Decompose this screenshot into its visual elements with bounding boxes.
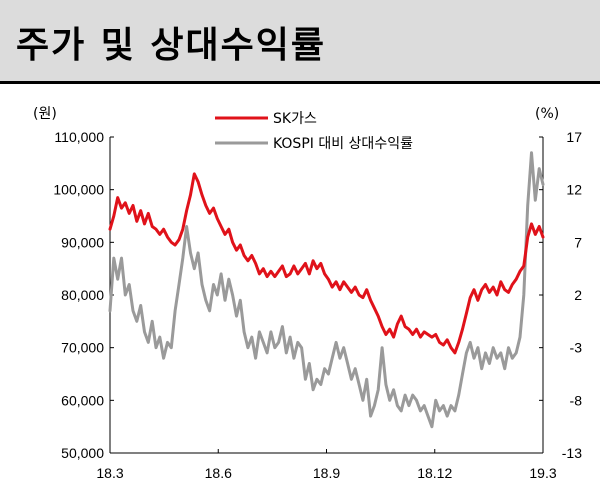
x-axis-tick-label: 18.6 xyxy=(205,465,232,481)
right-axis-tick-label: -13 xyxy=(562,445,582,461)
left-axis-tick-label: 100,000 xyxy=(53,182,104,198)
series-layer xyxy=(108,151,545,429)
axes xyxy=(109,136,544,454)
right-axis-tick-label: 17 xyxy=(566,129,582,145)
tick-labels: 110,000 100,000 90,000 80,000 70,000 60,000 50… xyxy=(53,129,582,481)
left-axis-tick-label: 50,000 xyxy=(61,445,104,461)
left-axis-tick-label: 70,000 xyxy=(61,340,104,356)
legend-label-relative-return: KOSPI 대비 상대수익률 xyxy=(273,136,413,152)
right-axis-tick-label: 7 xyxy=(574,234,582,250)
legend: SK가스 KOSPI 대비 상대수익률 xyxy=(215,111,413,152)
right-axis-tick-label: 2 xyxy=(574,287,582,303)
right-axis-unit: (%) xyxy=(535,106,559,122)
left-axis-unit: (원) xyxy=(33,106,57,122)
left-axis-tick-label: 60,000 xyxy=(61,392,104,408)
series-line-relative-return xyxy=(108,151,545,429)
chart-title: 주가 및 상대수익률 xyxy=(16,25,327,66)
right-axis-tick-label: -8 xyxy=(570,392,583,408)
series-line-sk-gas xyxy=(108,172,545,355)
x-axis-tick-label: 19.3 xyxy=(529,465,556,481)
title-bar: 주가 및 상대수익률 xyxy=(0,0,600,84)
x-axis-tick-label: 18.3 xyxy=(96,465,123,481)
right-axis-tick-label: -3 xyxy=(570,340,583,356)
x-axis-tick-label: 18.9 xyxy=(313,465,340,481)
left-axis-tick-label: 80,000 xyxy=(61,287,104,303)
x-axis-tick-label: 18.12 xyxy=(417,465,452,481)
left-axis-tick-label: 110,000 xyxy=(54,129,104,145)
right-axis-tick-label: 12 xyxy=(566,182,582,198)
legend-label-sk-gas: SK가스 xyxy=(273,111,317,127)
left-axis-tick-label: 90,000 xyxy=(61,234,104,250)
